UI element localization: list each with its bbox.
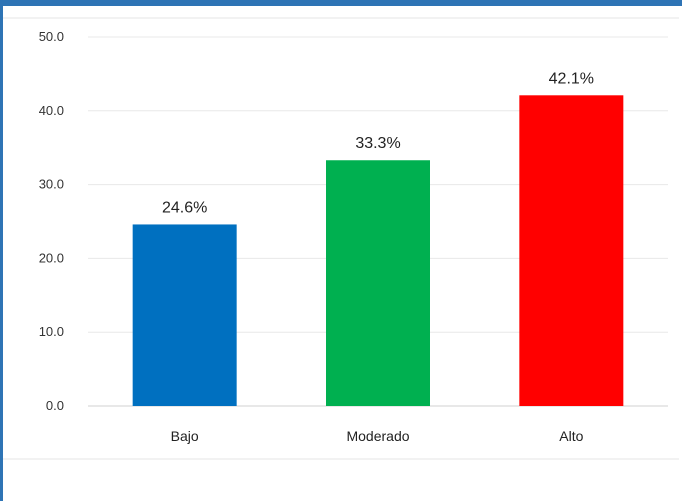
category-label: Bajo (171, 428, 199, 444)
data-label: 33.3% (355, 135, 400, 152)
data-label: 42.1% (549, 70, 594, 87)
category-label: Alto (559, 428, 583, 444)
bar-bajo (132, 224, 237, 406)
data-labels: 24.6% 33.3% 42.1% (162, 70, 594, 216)
y-tick-label: 40.0 (39, 103, 64, 118)
bars (132, 95, 624, 406)
x-axis: Bajo Moderado Alto (171, 428, 584, 444)
y-tick-label: 50.0 (39, 29, 64, 44)
y-tick-label: 20.0 (39, 250, 64, 265)
bar-moderado (326, 160, 430, 406)
bar-alto (519, 95, 624, 406)
y-tick-label: 30.0 (39, 177, 64, 192)
y-tick-label: 10.0 (39, 324, 64, 339)
data-label: 24.6% (162, 199, 207, 216)
y-tick-label: 0.0 (46, 398, 64, 413)
category-label: Moderado (346, 428, 409, 444)
y-axis: 0.0 10.0 20.0 30.0 40.0 50.0 (39, 29, 64, 413)
